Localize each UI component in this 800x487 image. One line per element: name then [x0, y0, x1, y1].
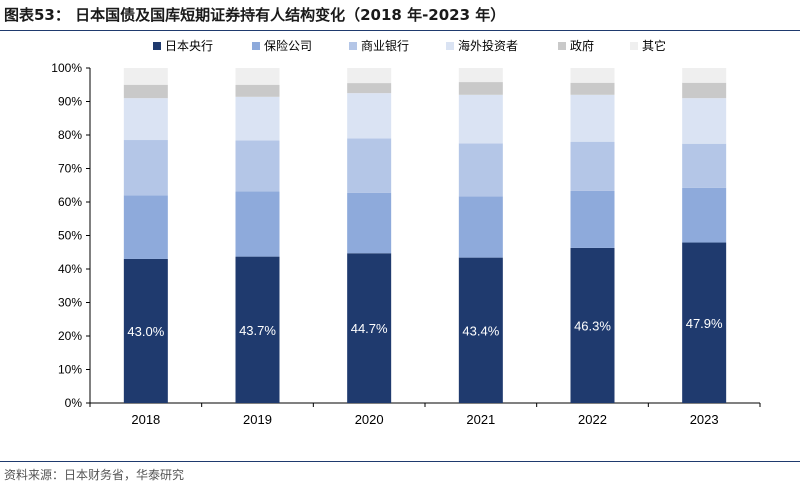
- bar-segment-2022-3: [570, 94, 615, 142]
- bar-data-label: 47.9%: [686, 316, 723, 331]
- bar-segment-2019-3: [235, 96, 280, 141]
- bar-segment-2023-3: [682, 98, 727, 144]
- bar-segment-2020-5: [347, 68, 392, 84]
- bar-segment-2018-4: [123, 84, 168, 99]
- bar-segment-2021-0: [458, 257, 503, 403]
- bar-segment-2022-1: [570, 190, 615, 248]
- legend-label: 保险公司: [264, 38, 312, 53]
- x-tick-label: 2018: [131, 412, 160, 427]
- legend-swatch: [349, 42, 357, 50]
- bar-data-label: 46.3%: [574, 318, 611, 333]
- y-tick-label: 40%: [58, 262, 82, 276]
- legend-swatch: [630, 42, 638, 50]
- x-tick-label: 2020: [355, 412, 384, 427]
- chart-title: 图表53： 日本国债及国库短期证券持有人结构变化（2018 年-2023 年）: [4, 6, 506, 24]
- bar-segment-2021-1: [458, 196, 503, 258]
- legend-label: 政府: [570, 38, 594, 53]
- bar-segment-2020-1: [347, 192, 392, 254]
- bar-segment-2023-4: [682, 82, 727, 99]
- bar-segment-2020-4: [347, 83, 392, 94]
- bar-segment-2022-5: [570, 68, 615, 83]
- bar-data-label: 43.4%: [462, 323, 499, 338]
- y-tick-label: 100%: [51, 61, 82, 75]
- bar-segment-2022-4: [570, 82, 615, 95]
- bar-segment-2019-5: [235, 68, 280, 85]
- x-tick-label: 2023: [690, 412, 719, 427]
- bar-segment-2019-2: [235, 140, 280, 192]
- legend-swatch: [252, 42, 260, 50]
- bar-data-label: 43.0%: [127, 324, 164, 339]
- y-tick-label: 20%: [58, 329, 82, 343]
- legend-swatch: [446, 42, 454, 50]
- legend-swatch: [558, 42, 566, 50]
- bar-segment-2020-2: [347, 138, 392, 193]
- bar-segment-2020-0: [347, 253, 392, 403]
- x-tick-label: 2021: [466, 412, 495, 427]
- bar-data-label: 44.7%: [351, 321, 388, 336]
- bar-segment-2021-3: [458, 94, 503, 144]
- x-tick-label: 2019: [243, 412, 272, 427]
- y-tick-label: 80%: [58, 128, 82, 142]
- bar-segment-2023-0: [682, 242, 727, 403]
- bar-segment-2018-1: [123, 195, 168, 259]
- legend-swatch: [153, 42, 161, 50]
- bar-segment-2022-2: [570, 141, 615, 191]
- y-tick-label: 0%: [65, 396, 83, 410]
- bar-segment-2023-5: [682, 68, 727, 83]
- bar-segment-2022-0: [570, 247, 615, 403]
- legend-label: 日本央行: [165, 39, 213, 53]
- legend-label: 其它: [642, 38, 666, 53]
- bar-segment-2018-0: [123, 258, 168, 403]
- bar-segment-2019-4: [235, 84, 280, 97]
- y-tick-label: 70%: [58, 162, 82, 176]
- legend-label: 海外投资者: [458, 38, 518, 53]
- bar-segment-2021-5: [458, 68, 503, 83]
- source-note: 资料来源：日本财务省，华泰研究: [4, 468, 185, 482]
- bar-segment-2020-3: [347, 93, 392, 139]
- y-tick-label: 50%: [58, 229, 82, 243]
- bar-segment-2021-4: [458, 82, 503, 95]
- bar-segment-2018-3: [123, 98, 168, 141]
- legend-label: 商业银行: [361, 38, 409, 53]
- y-tick-label: 60%: [58, 195, 82, 209]
- bar-data-label: 43.7%: [239, 323, 276, 338]
- bar-segment-2023-2: [682, 143, 727, 188]
- bar-segment-2019-0: [235, 256, 280, 403]
- title-bar: 图表53： 日本国债及国库短期证券持有人结构变化（2018 年-2023 年）: [0, 0, 800, 31]
- y-tick-label: 30%: [58, 296, 82, 310]
- bar-segment-2021-2: [458, 143, 503, 197]
- bar-segment-2018-5: [123, 68, 168, 85]
- bar-segment-2018-2: [123, 140, 168, 196]
- source-divider: [0, 461, 800, 462]
- y-tick-label: 90%: [58, 95, 82, 109]
- x-tick-label: 2022: [578, 412, 607, 427]
- bar-segment-2019-1: [235, 191, 280, 257]
- y-tick-label: 10%: [58, 363, 82, 377]
- bar-segment-2023-1: [682, 187, 727, 243]
